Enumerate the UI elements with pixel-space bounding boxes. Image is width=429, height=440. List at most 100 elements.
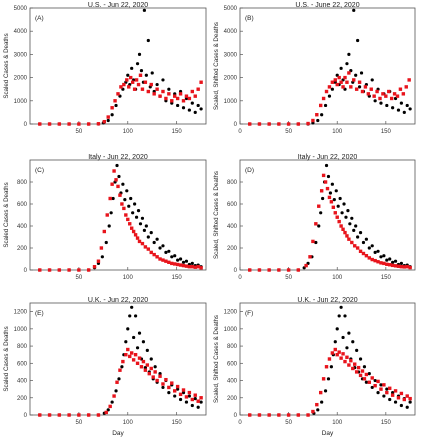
data-point-square	[379, 387, 383, 391]
chart-title: U.S. - Jun 22, 2020	[88, 2, 148, 9]
data-point-square	[382, 261, 386, 266]
data-point-circle	[104, 240, 108, 245]
data-point-circle	[117, 377, 121, 381]
data-point-square	[296, 268, 301, 272]
data-point-circle	[184, 259, 189, 263]
data-point-square	[118, 368, 122, 372]
data-point-circle	[181, 391, 186, 395]
data-point-circle	[329, 365, 333, 369]
data-point-circle	[321, 196, 325, 201]
data-point-square	[304, 263, 308, 268]
data-point-square	[158, 374, 162, 378]
data-point-square	[145, 363, 150, 367]
data-point-square	[149, 82, 153, 87]
chart-panel: 50 100 150 0 200 400 600 800 Italy - Jun 22, 202…	[3, 154, 207, 281]
data-point-square	[401, 92, 406, 96]
data-point-square	[355, 246, 360, 250]
y-tick-label: 1200	[14, 310, 28, 316]
data-point-square	[77, 268, 81, 272]
data-point-square	[86, 122, 91, 126]
data-point-square	[57, 122, 62, 126]
data-point-circle	[347, 52, 351, 57]
data-point-square	[126, 347, 130, 352]
data-point-square	[257, 268, 262, 272]
data-point-circle	[330, 182, 334, 186]
data-point-square	[178, 92, 183, 96]
data-point-square	[133, 233, 138, 237]
data-point-circle	[111, 196, 115, 201]
data-point-square	[151, 375, 155, 379]
data-point-square	[345, 80, 349, 84]
data-point-circle	[146, 38, 150, 43]
plot-frame	[239, 302, 416, 416]
data-point-square	[184, 94, 189, 98]
data-point-circle	[358, 357, 363, 361]
y-tick-label: 400	[227, 379, 238, 385]
data-point-circle	[128, 314, 132, 318]
y-tick-label: 800	[227, 180, 238, 186]
data-point-square	[396, 264, 401, 268]
data-point-square	[337, 350, 341, 354]
data-point-square	[133, 352, 138, 357]
data-point-circle	[330, 87, 334, 91]
y-tick-label: 0	[234, 122, 238, 128]
data-point-square	[375, 89, 379, 94]
data-point-square	[357, 80, 362, 84]
data-point-circle	[135, 62, 140, 66]
data-point-square	[347, 363, 351, 367]
data-point-circle	[370, 385, 374, 390]
data-point-circle	[379, 101, 383, 105]
data-point-square	[358, 373, 363, 378]
data-point-square	[86, 268, 91, 272]
data-point-square	[277, 268, 281, 272]
panel-label: (B)	[245, 15, 254, 22]
data-point-square	[351, 366, 355, 371]
y-tick-label: 1000	[224, 327, 238, 333]
data-point-circle	[367, 372, 371, 376]
data-point-square	[311, 239, 315, 244]
data-point-circle	[385, 387, 389, 391]
data-point-square	[193, 94, 197, 98]
data-point-circle	[161, 78, 165, 82]
x-tick-label: 50	[76, 420, 83, 426]
data-point-square	[399, 391, 404, 396]
data-point-circle	[379, 255, 383, 259]
chart-panel: 50 100 150 0 1000 2000 3000 4000 5000 U.S. - Jun …	[3, 2, 207, 135]
data-point-circle	[323, 389, 328, 393]
chart-panel: 0 50 100 150 0 200 400 600 800 Italy - Jun 22, 20…	[213, 154, 416, 281]
data-point-square	[47, 413, 52, 417]
data-point-circle	[199, 107, 203, 111]
data-point-square	[131, 358, 136, 362]
data-point-square	[267, 122, 271, 126]
data-point-square	[319, 189, 324, 193]
data-point-circle	[178, 397, 183, 402]
x-tick-label: 0	[238, 129, 242, 135]
data-point-square	[122, 206, 126, 211]
x-tick-label: 150	[172, 420, 183, 426]
data-point-circle	[314, 240, 318, 245]
data-point-circle	[341, 335, 345, 340]
data-point-circle	[405, 103, 409, 108]
data-point-square	[347, 237, 351, 241]
chart-panel: 50 100 150 0 200 400 600 800 1000 1200 U.K. - Jun …	[3, 297, 207, 437]
data-point-square	[143, 245, 148, 249]
y-tick-label: 1000	[14, 99, 28, 105]
data-point-circle	[140, 216, 145, 220]
data-point-circle	[131, 211, 135, 215]
data-point-square	[384, 94, 388, 98]
data-point-circle	[158, 372, 162, 376]
data-point-circle	[352, 228, 356, 232]
data-point-circle	[170, 255, 174, 259]
x-axis-label: Day	[322, 430, 334, 437]
data-point-circle	[370, 78, 374, 82]
data-point-square	[343, 75, 347, 80]
data-point-square	[333, 211, 337, 215]
data-point-square	[329, 200, 334, 204]
data-point-circle	[106, 408, 110, 412]
data-point-circle	[364, 380, 368, 384]
data-point-square	[196, 265, 200, 269]
data-point-square	[140, 241, 145, 246]
data-point-square	[116, 184, 120, 189]
data-point-circle	[181, 260, 186, 264]
data-point-square	[361, 251, 366, 256]
